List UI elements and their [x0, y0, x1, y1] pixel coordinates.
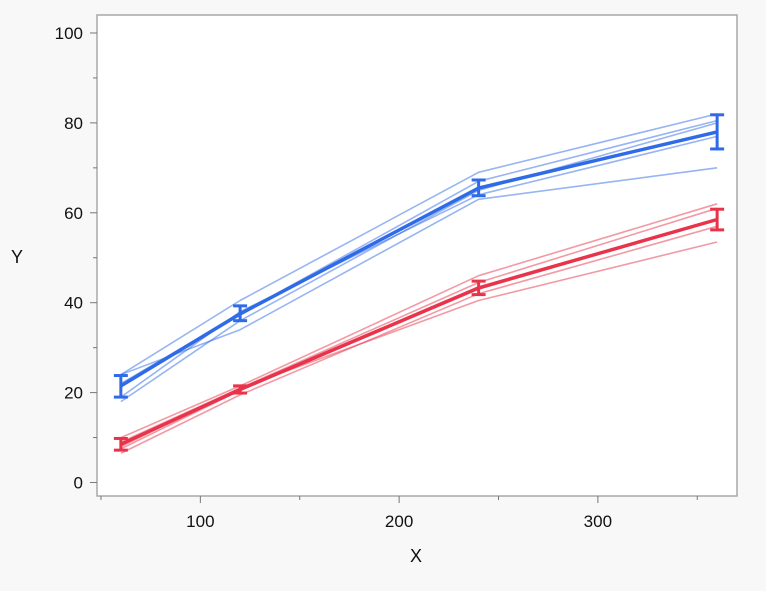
- x-tick-label: 300: [584, 512, 612, 531]
- y-tick-label: 0: [74, 474, 83, 493]
- y-tick-label: 40: [64, 294, 83, 313]
- blue-mean-line: [119, 130, 718, 388]
- blue-individual-line-3: [120, 122, 718, 403]
- blue-individual-line-4: [120, 135, 718, 398]
- y-tick-label: 100: [55, 24, 83, 43]
- x-tick-label: 200: [385, 512, 413, 531]
- y-tick-label: 80: [64, 114, 83, 133]
- y-tick-label: 60: [64, 204, 83, 223]
- red-mean-line: [120, 217, 718, 446]
- x-axis-title: X: [410, 546, 422, 566]
- red-error-bar: [471, 279, 486, 297]
- blue-error-bar: [113, 374, 128, 399]
- red-individual-line-1: [120, 203, 718, 439]
- y-axis-title: Y: [11, 247, 23, 267]
- red-error-bar: [233, 384, 248, 395]
- blue-individual-line-1: [120, 113, 718, 376]
- blue-individual-line-5: [120, 167, 718, 376]
- x-tick-label: 100: [186, 512, 214, 531]
- blue-error-bar: [710, 113, 725, 151]
- red-error-bar: [710, 207, 725, 232]
- blue-error-bar: [471, 178, 486, 198]
- axis-layer: 100 200 300 0 20 40 60 80 100: [55, 24, 698, 531]
- blue-error-bar: [233, 304, 248, 323]
- y-tick-label: 20: [64, 384, 83, 403]
- data-layer: [113, 113, 725, 455]
- red-error-bar: [113, 436, 128, 452]
- plot-frame: [96, 14, 738, 497]
